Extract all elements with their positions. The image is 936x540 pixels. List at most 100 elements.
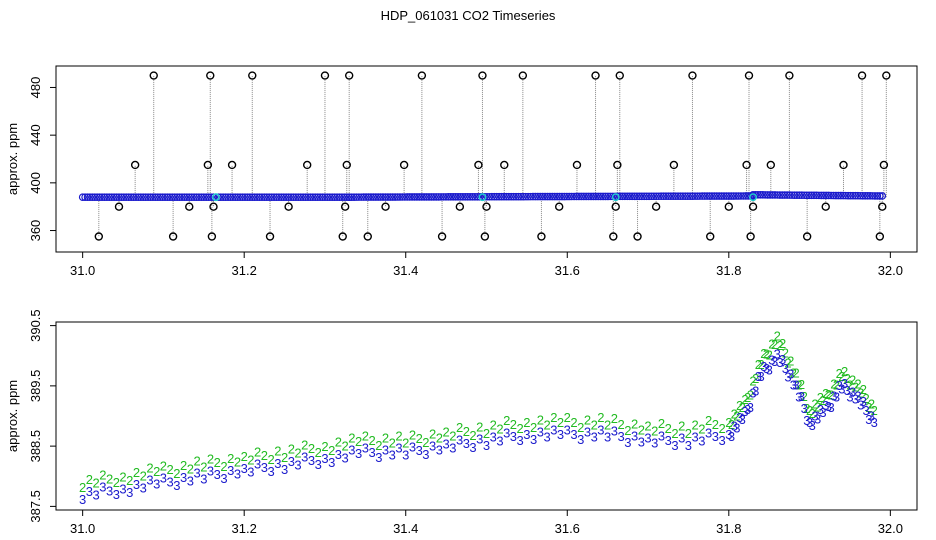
baseline-point — [338, 193, 346, 201]
series-3-point: 3 — [133, 477, 140, 492]
series-2-point: 2 — [315, 445, 322, 460]
baseline-point — [137, 193, 145, 201]
spike-point — [748, 202, 758, 211]
baseline-point — [248, 193, 257, 201]
series-3-point: 3 — [741, 404, 748, 419]
spike-point — [878, 202, 887, 211]
spike-point — [130, 160, 140, 170]
series-3-point: 3 — [617, 429, 624, 444]
series-2-point: 2 — [841, 364, 848, 379]
baseline-point — [662, 192, 670, 201]
baseline-point — [630, 192, 639, 201]
series-3-point: 3 — [523, 427, 530, 442]
baseline-point — [316, 193, 324, 201]
series-3-point: 3 — [577, 432, 584, 447]
baseline-point — [841, 191, 850, 200]
series-3-point: 3 — [153, 476, 160, 491]
baseline-point — [720, 192, 728, 200]
baseline-point — [502, 192, 511, 201]
baseline-point — [463, 193, 472, 201]
baseline-point — [187, 193, 196, 201]
baseline-point — [326, 193, 334, 201]
baseline-point — [180, 193, 189, 201]
x-tick-label: 32.0 — [878, 521, 903, 536]
series-3-point: 3 — [167, 474, 174, 489]
baseline-point — [529, 192, 537, 201]
series-3-point: 3 — [584, 425, 591, 440]
series-3-point: 3 — [833, 389, 840, 404]
baseline-point — [413, 193, 421, 201]
baseline-point — [778, 191, 787, 199]
baseline-point — [379, 193, 387, 201]
series-3-point: 3 — [830, 389, 837, 404]
baseline-point — [817, 191, 826, 200]
series-3-point: 3 — [348, 442, 355, 457]
spike-point — [742, 160, 751, 170]
series-3-point: 3 — [106, 483, 113, 498]
baseline-point — [587, 192, 595, 201]
baseline-point — [110, 193, 118, 201]
series-2-point: 2 — [187, 462, 194, 477]
baseline-point — [197, 193, 206, 201]
spike-point — [669, 160, 679, 170]
baseline-point — [214, 193, 223, 201]
series-2-point: 2 — [830, 376, 837, 391]
baseline-point — [679, 192, 687, 200]
series-2-point: 2 — [207, 451, 214, 466]
series-3-point: 3 — [193, 465, 200, 480]
baseline-point — [219, 193, 227, 201]
baseline-point — [86, 193, 94, 201]
series-2-point: 2 — [801, 389, 808, 404]
series-2-point: 2 — [146, 460, 153, 475]
series-2-point: 2 — [490, 418, 497, 433]
spike-point — [114, 202, 124, 211]
series-3-point: 3 — [79, 492, 86, 507]
series-3-point: 3 — [557, 427, 564, 442]
baseline-point — [355, 193, 363, 201]
series-2-point: 2 — [200, 460, 207, 475]
baseline-point — [504, 192, 513, 201]
series-2-point: 2 — [798, 377, 805, 392]
baseline-point — [287, 193, 295, 201]
series-2-point: 2 — [267, 452, 274, 467]
baseline-point — [401, 193, 409, 201]
baseline-point — [589, 192, 598, 201]
baseline-point — [446, 193, 455, 201]
series-2-point: 2 — [281, 450, 288, 465]
series-3-point: 3 — [328, 455, 335, 470]
series-3-point: 3 — [757, 369, 764, 384]
series-3-point: 3 — [752, 383, 759, 398]
baseline-point — [384, 193, 392, 201]
baseline-point — [270, 193, 278, 201]
spike-point — [320, 71, 330, 80]
baseline-point — [876, 192, 884, 200]
baseline-point — [686, 192, 694, 200]
baseline-point — [577, 192, 586, 201]
spike-point — [633, 232, 642, 241]
baseline-point — [810, 191, 818, 200]
series-2-point: 2 — [140, 469, 147, 484]
baseline-point — [512, 192, 520, 201]
series-2-point: 2 — [288, 442, 295, 457]
series-2-point: 2 — [436, 430, 443, 445]
baseline-point — [371, 193, 380, 201]
series-2-point: 2 — [193, 453, 200, 468]
baseline-point — [112, 193, 121, 201]
baseline-point — [454, 193, 462, 201]
series-3-point: 3 — [631, 429, 638, 444]
series-2-point: 2 — [348, 430, 355, 445]
baseline-point — [758, 191, 767, 199]
series-2-point: 2 — [362, 428, 369, 443]
baseline-point — [195, 193, 203, 201]
spike-point — [209, 202, 218, 211]
baseline-point — [667, 192, 675, 201]
series-3-point: 3 — [685, 438, 692, 453]
spike-point — [207, 232, 217, 241]
series-3-point: 3 — [409, 439, 416, 454]
series-2-point: 2 — [86, 472, 93, 487]
baseline-point — [490, 192, 499, 201]
series-3-point: 3 — [806, 415, 813, 430]
y-tick-label: 387.5 — [28, 490, 43, 523]
series-3-point: 3 — [814, 411, 821, 426]
baseline-point — [538, 192, 547, 201]
